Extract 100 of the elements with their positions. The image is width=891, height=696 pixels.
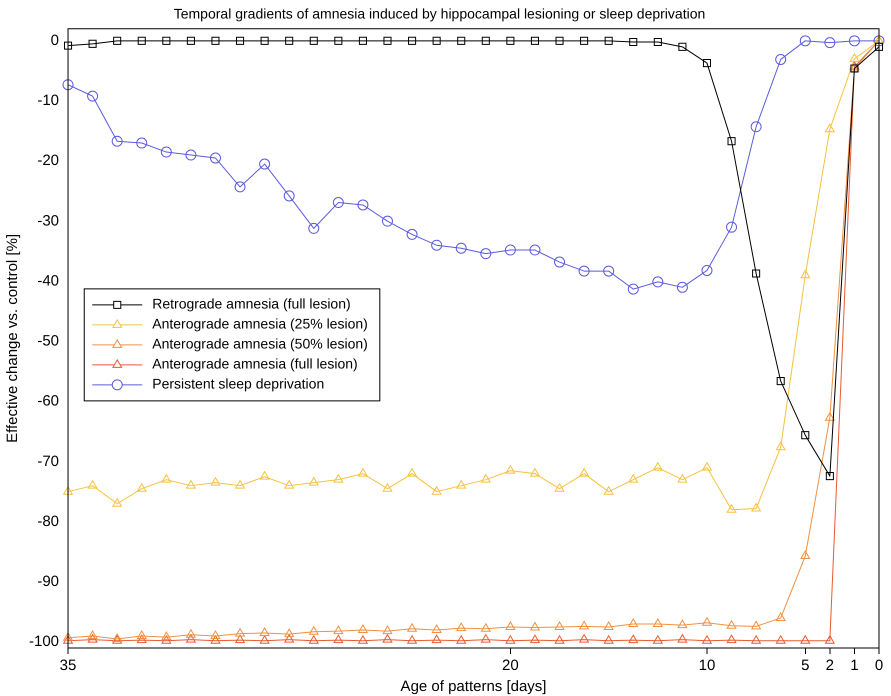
point <box>382 483 392 492</box>
point <box>334 36 342 45</box>
point <box>310 36 318 45</box>
point <box>604 486 614 495</box>
point <box>578 266 590 277</box>
point <box>701 264 712 276</box>
point <box>800 270 810 278</box>
point <box>506 36 514 45</box>
point <box>726 634 736 644</box>
x-tick-label: 10 <box>698 657 716 674</box>
point <box>726 504 736 513</box>
point <box>456 622 466 632</box>
point <box>358 624 368 633</box>
y-tick-label: 0 <box>50 32 60 49</box>
point <box>62 79 74 90</box>
point <box>800 35 811 46</box>
point <box>825 124 835 132</box>
point <box>506 635 516 644</box>
point <box>210 635 220 644</box>
point <box>555 36 564 45</box>
point <box>800 635 810 644</box>
y-tick-label: -80 <box>37 512 60 530</box>
point <box>824 37 836 48</box>
x-tick-label: 35 <box>60 657 76 674</box>
chart-title: Temporal gradients of amnesia induced by hippocampal lesioning or sleep deprivation <box>174 5 706 22</box>
x-tick-label: 0 <box>874 657 884 674</box>
point <box>652 462 663 471</box>
y-tick-label: -90 <box>37 573 60 590</box>
point <box>210 477 220 486</box>
point <box>88 630 98 639</box>
point <box>432 624 442 633</box>
point <box>259 158 270 170</box>
point <box>652 276 664 288</box>
point <box>186 634 196 643</box>
point <box>750 121 762 132</box>
point <box>530 36 539 45</box>
point <box>186 629 196 638</box>
y-tick-label: -20 <box>37 152 60 170</box>
point <box>678 474 688 483</box>
point <box>210 630 220 639</box>
point <box>407 468 417 477</box>
point <box>112 498 122 507</box>
point <box>456 242 467 254</box>
point <box>530 468 540 477</box>
point <box>63 635 73 644</box>
point <box>825 635 835 644</box>
point <box>529 244 540 256</box>
point <box>530 622 540 631</box>
point <box>751 503 761 512</box>
point <box>138 36 146 45</box>
legend-label: Retrograde amnesia (full lesion) <box>152 296 351 312</box>
point <box>136 634 147 644</box>
y-tick-label: -10 <box>37 92 60 110</box>
point <box>63 632 73 641</box>
point <box>728 137 736 146</box>
y-tick-label: -50 <box>37 332 60 350</box>
point <box>480 474 491 483</box>
point <box>603 266 614 277</box>
point <box>358 468 368 477</box>
point <box>530 634 540 644</box>
point <box>702 59 712 68</box>
point <box>161 632 172 640</box>
point <box>628 284 639 295</box>
point <box>604 36 613 45</box>
point <box>826 472 834 480</box>
legend-label: Anterograde amnesia (25% lesion) <box>152 316 368 332</box>
point <box>629 38 638 46</box>
point <box>63 486 73 495</box>
point <box>775 54 786 65</box>
point <box>800 550 810 560</box>
point <box>554 256 566 268</box>
point <box>801 431 810 440</box>
point <box>628 634 638 644</box>
point <box>308 635 319 644</box>
point <box>235 628 245 637</box>
y-tick-label: -70 <box>37 452 60 470</box>
point <box>332 197 344 208</box>
point <box>260 627 270 636</box>
point <box>506 621 516 630</box>
point <box>850 53 860 62</box>
point <box>334 634 344 644</box>
point <box>260 36 269 45</box>
point <box>308 222 320 234</box>
point <box>652 635 663 644</box>
point <box>234 181 246 192</box>
point <box>726 620 736 629</box>
point <box>628 474 638 483</box>
point <box>776 377 785 386</box>
point <box>678 634 688 643</box>
x-axis-title: Age of patterns [days] <box>400 678 546 696</box>
point <box>874 42 884 51</box>
point <box>776 612 786 621</box>
point <box>308 626 319 635</box>
legend-label: Anterograde amnesia (full lesion) <box>152 356 358 372</box>
point <box>506 465 516 474</box>
point <box>358 635 368 644</box>
point <box>113 36 122 45</box>
point <box>751 620 761 630</box>
point <box>628 618 638 627</box>
point <box>504 244 516 256</box>
